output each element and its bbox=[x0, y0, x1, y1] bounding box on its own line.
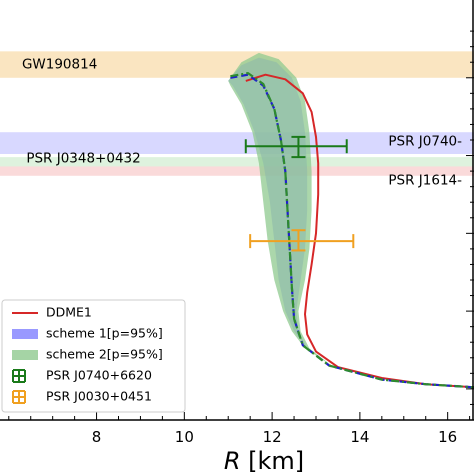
series-5-errorbar bbox=[244, 135, 348, 159]
legend-swatch-3 bbox=[12, 369, 26, 383]
band-3 bbox=[0, 166, 474, 176]
legend-label-0: DDME1 bbox=[46, 305, 92, 320]
band-label-3: PSR J1614- bbox=[388, 172, 462, 188]
series-2-band bbox=[228, 52, 474, 388]
legend-label-3: PSR J0740+6620 bbox=[46, 368, 152, 383]
legend-swatch-1 bbox=[12, 329, 38, 339]
legend-label-1: scheme 1[p=95%] bbox=[46, 326, 163, 341]
band-2 bbox=[0, 157, 474, 167]
band-1 bbox=[0, 132, 474, 154]
legend-label-2: scheme 2[p=95%] bbox=[46, 347, 163, 362]
x-tick-label: 12 bbox=[263, 428, 282, 446]
axes: 8 10 12 14 16 bbox=[0, 0, 474, 446]
x-axis-title-unit: [km] bbox=[241, 447, 305, 474]
legend-frame bbox=[1, 299, 186, 413]
x-tick-label: 8 bbox=[92, 428, 102, 446]
band-label-2: PSR J0740- bbox=[388, 134, 462, 150]
x-axis-title-variable: R bbox=[224, 447, 241, 474]
legend-swatch-2 bbox=[12, 350, 38, 360]
x-tick-label: 16 bbox=[438, 428, 457, 446]
x-axis-title: R [km] bbox=[224, 447, 304, 474]
band-label-1: PSR J0348+0432 bbox=[26, 151, 140, 167]
observation-bands bbox=[0, 51, 474, 176]
series-3-line bbox=[230, 73, 474, 389]
band-label-0: GW190814 bbox=[22, 57, 97, 73]
series-4-line bbox=[230, 72, 474, 389]
x-tick-label: 10 bbox=[175, 428, 194, 446]
legend: DDME1 scheme 1[p=95%] scheme 2[p=95%] PSR J… bbox=[1, 299, 186, 413]
x-tick-label: 14 bbox=[350, 428, 369, 446]
legend-label-4: PSR J0030+0451 bbox=[46, 389, 152, 404]
band-labels: GW190814 PSR J0348+0432 PSR J0740- PSR J161… bbox=[22, 57, 462, 189]
series-group bbox=[228, 52, 474, 389]
series-6-errorbar bbox=[249, 229, 355, 252]
legend-swatch-4 bbox=[12, 390, 26, 404]
